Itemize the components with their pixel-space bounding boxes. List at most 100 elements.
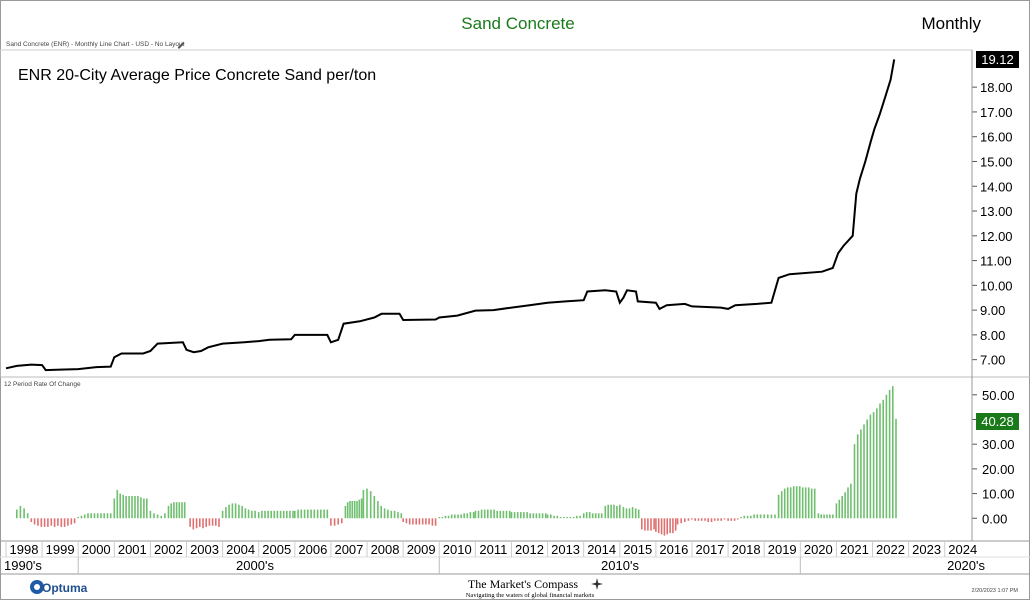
x-year-label: 2004 (226, 542, 255, 557)
footer-timestamp: 2/20/2023 1:07 PM (972, 588, 1019, 594)
price-y-tick-label: 18.00 (980, 80, 1013, 95)
roc-bar (795, 486, 798, 519)
roc-bar (607, 504, 609, 519)
roc-bar (619, 504, 621, 519)
roc-bar (146, 498, 148, 519)
roc-bar (832, 514, 834, 519)
roc-bar (740, 517, 742, 519)
roc-bar (47, 518, 49, 527)
roc-bar (817, 513, 820, 519)
roc-bar (594, 513, 597, 519)
roc-bar (885, 394, 888, 519)
roc-bar (202, 518, 204, 529)
x-year-label: 2024 (948, 542, 977, 557)
roc-bar (872, 412, 875, 519)
x-year-label: 2008 (371, 542, 400, 557)
roc-bar (634, 508, 637, 519)
roc-bar (397, 512, 399, 519)
roc-bar (676, 518, 679, 525)
roc-bar (356, 501, 358, 519)
roc-bar (823, 514, 825, 519)
price-y-tick-label: 16.00 (980, 130, 1013, 145)
roc-bar (125, 496, 127, 519)
roc-bar (307, 509, 309, 519)
roc-bar (622, 507, 625, 519)
price-y-axis: 7.00 8.00 9.00 10.00 11.00 12.00 13.00 14.00 15.… (972, 80, 1013, 368)
roc-bar (820, 514, 822, 519)
roc-bar (353, 501, 356, 519)
roc-bar (109, 513, 112, 519)
roc-bar (320, 509, 322, 519)
roc-bar (330, 518, 332, 526)
roc-bar (70, 518, 73, 525)
roc-bar (131, 496, 133, 519)
roc-bar (466, 513, 469, 519)
roc-bar (869, 414, 872, 519)
roc-bar (644, 518, 646, 531)
roc-bar (807, 487, 810, 519)
roc-bar (228, 504, 230, 519)
roc-bar (300, 509, 303, 519)
roc-bar (472, 512, 475, 519)
roc-bar (697, 518, 700, 521)
price-y-tick-label: 14.00 (980, 179, 1013, 194)
roc-bar (405, 518, 408, 524)
x-decade-label: 2000's (236, 558, 274, 573)
x-year-label: 2013 (551, 542, 580, 557)
roc-bar (254, 510, 256, 519)
roc-bar (569, 517, 572, 519)
roc-bar (383, 508, 386, 519)
price-last-value-badge: 19.12 (976, 51, 1019, 68)
x-year-label: 2006 (298, 542, 327, 557)
roc-bar (789, 487, 792, 519)
roc-bar (510, 512, 513, 519)
roc-bar (418, 518, 421, 525)
roc-bar (847, 487, 849, 519)
roc-bar (273, 510, 276, 519)
roc-bar (366, 488, 368, 519)
roc-bar (251, 510, 253, 519)
roc-bar (178, 502, 181, 519)
roc-bar (704, 518, 706, 521)
roc-bar (572, 517, 575, 519)
roc-bar (438, 517, 441, 519)
roc-bar (60, 518, 63, 527)
x-year-label: 2017 (696, 542, 725, 557)
x-year-label: 2011 (479, 542, 507, 557)
roc-bar (30, 518, 33, 522)
roc-bar (447, 515, 450, 519)
roc-bar (80, 515, 83, 519)
roc-bar (838, 499, 841, 519)
roc-bar (700, 518, 703, 521)
roc-bar (408, 518, 411, 525)
x-year-label: 2016 (659, 542, 688, 557)
roc-bar (16, 509, 18, 519)
roc-bar (730, 518, 733, 521)
pencil-icon[interactable] (178, 42, 185, 49)
roc-bar (516, 512, 519, 519)
roc-bar (454, 514, 456, 519)
roc-bar (723, 518, 726, 520)
roc-bar (553, 515, 555, 519)
x-axis-decades: 1990's 2000's 2010's 2020's (4, 557, 985, 574)
roc-bar (208, 518, 211, 526)
roc-bar (96, 513, 99, 519)
roc-bar (183, 502, 186, 519)
roc-bar (720, 518, 722, 521)
roc-bar (19, 505, 22, 519)
roc-y-tick-label: 50.00 (982, 388, 1015, 403)
roc-bar (294, 510, 296, 519)
roc-bar (346, 502, 349, 519)
roc-bar (279, 510, 282, 519)
chart-info-label[interactable]: Sand Concrete (ENR) - Monthly Line Chart… (6, 41, 185, 48)
roc-y-tick-label: 30.00 (982, 437, 1015, 452)
roc-bar (234, 503, 237, 519)
roc-bar (672, 518, 674, 534)
roc-bar (244, 508, 247, 519)
roc-bar (663, 518, 666, 536)
roc-bar (270, 510, 272, 519)
roc-bar (63, 518, 66, 527)
roc-bar (647, 518, 649, 531)
roc-bar (267, 510, 269, 519)
